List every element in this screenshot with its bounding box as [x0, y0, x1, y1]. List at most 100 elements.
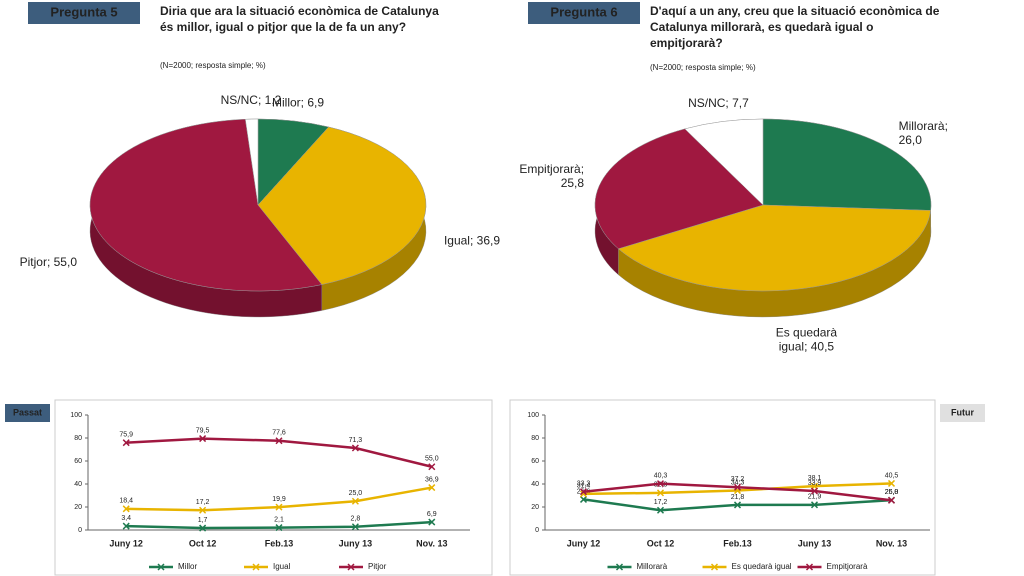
point-marker — [656, 489, 665, 497]
y-tick-label: 60 — [74, 458, 82, 465]
point-marker — [428, 463, 436, 471]
pie-label: Millorarà; — [899, 119, 948, 133]
value-label: 3,4 — [121, 515, 131, 522]
question-text: D'aquí a un any, creu que la situació ec… — [650, 4, 940, 18]
value-label: 40,5 — [885, 472, 899, 479]
pie-slice — [684, 118, 764, 206]
section-label: Futur — [951, 407, 974, 417]
legend-marker — [805, 563, 814, 571]
point-marker — [579, 488, 588, 496]
pie-slice — [257, 126, 427, 285]
value-label: 32,3 — [654, 482, 668, 489]
value-label: 36,9 — [425, 476, 439, 483]
value-label: 17,2 — [196, 499, 210, 506]
value-label: 38,1 — [808, 475, 822, 482]
value-label: 25,8 — [885, 489, 899, 496]
x-tick-label: Juny 13 — [339, 538, 373, 548]
x-tick-label: Feb.13 — [265, 538, 294, 548]
y-tick-label: 0 — [78, 527, 82, 534]
legend-marker — [252, 563, 260, 571]
x-tick-label: Oct 12 — [647, 538, 675, 548]
value-label: 1,7 — [198, 517, 208, 524]
value-label: 26,0 — [885, 489, 899, 496]
pie-slice — [245, 118, 259, 206]
point-marker — [351, 444, 359, 452]
legend-marker — [347, 563, 355, 571]
point-marker — [887, 496, 896, 504]
pie-label: Millor; 6,9 — [272, 96, 324, 110]
point-marker — [351, 497, 359, 505]
x-tick-label: Nov. 13 — [876, 538, 907, 548]
legend-marker — [710, 563, 719, 571]
value-label: 55,0 — [425, 456, 439, 463]
point-marker — [810, 501, 819, 509]
pie-label: Es quedarà — [776, 325, 838, 339]
value-label: 25,0 — [349, 490, 363, 497]
pie-label: Empitjorarà; — [519, 162, 584, 176]
legend-marker — [157, 563, 165, 571]
point-marker — [656, 506, 665, 514]
pie-slice — [617, 204, 931, 292]
question-text: empitjorarà? — [650, 36, 723, 50]
value-label: 2,1 — [274, 516, 284, 523]
pie-label: Pitjor; 55,0 — [20, 255, 78, 269]
x-tick-label: Juny 12 — [109, 538, 143, 548]
x-tick-label: Oct 12 — [189, 538, 217, 548]
point-marker — [122, 439, 130, 447]
value-label: 18,4 — [119, 498, 133, 505]
value-label: 33,3 — [577, 481, 591, 488]
legend-marker — [615, 563, 624, 571]
y-tick-label: 100 — [70, 412, 82, 419]
value-label: 75,9 — [119, 432, 133, 439]
point-marker — [275, 503, 283, 511]
chart-frame — [54, 399, 493, 576]
legend-label: Igual — [273, 562, 291, 571]
pie-label: NS/NC; 1,2 — [221, 93, 282, 107]
question-badge — [28, 2, 140, 24]
point-marker — [199, 506, 207, 514]
x-tick-label: Nov. 13 — [416, 538, 447, 548]
value-label: 21,8 — [731, 494, 745, 501]
value-label: 40,3 — [654, 472, 668, 479]
y-tick-label: 0 — [535, 527, 539, 534]
y-tick-label: 60 — [531, 458, 539, 465]
point-marker — [275, 437, 283, 445]
value-label: 31,4 — [577, 483, 591, 490]
pie-label: 25,8 — [561, 176, 585, 190]
point-marker — [275, 524, 283, 532]
value-label: 71,3 — [349, 437, 363, 444]
y-tick-label: 20 — [74, 504, 82, 511]
pie-slice — [89, 118, 323, 292]
question-badge — [528, 2, 640, 24]
question-label: Pregunta 5 — [50, 4, 117, 19]
pie-slice — [762, 118, 932, 211]
pie-label: NS/NC; 7,7 — [688, 96, 749, 110]
value-label: 17,2 — [654, 499, 668, 506]
pie-slice — [594, 128, 764, 250]
point-marker — [351, 523, 359, 531]
value-label: 79,5 — [196, 427, 210, 434]
legend-label: Millor — [178, 562, 197, 571]
y-tick-label: 80 — [74, 435, 82, 442]
question-text: Diria que ara la situació econòmica de C… — [160, 4, 439, 18]
subtitle: (N=2000; resposta simple; %) — [650, 63, 756, 72]
value-label: 37,2 — [731, 476, 745, 483]
x-tick-label: Juny 13 — [798, 538, 832, 548]
point-marker — [199, 435, 207, 443]
value-label: 34,3 — [731, 479, 745, 486]
value-label: 77,6 — [272, 430, 286, 437]
y-tick-label: 40 — [531, 481, 539, 488]
point-marker — [579, 495, 588, 503]
question-text: és millor, igual o pitjor que la de fa u… — [160, 20, 406, 34]
pie-label: Igual; 36,9 — [444, 233, 500, 247]
point-marker — [733, 483, 742, 491]
point-marker — [122, 522, 130, 530]
legend-label: Pitjor — [368, 562, 387, 571]
x-tick-label: Feb.13 — [723, 538, 752, 548]
y-tick-label: 40 — [74, 481, 82, 488]
y-tick-label: 100 — [527, 412, 539, 419]
point-marker — [199, 524, 207, 532]
section-badge — [940, 404, 985, 422]
question-label: Pregunta 6 — [550, 4, 617, 19]
